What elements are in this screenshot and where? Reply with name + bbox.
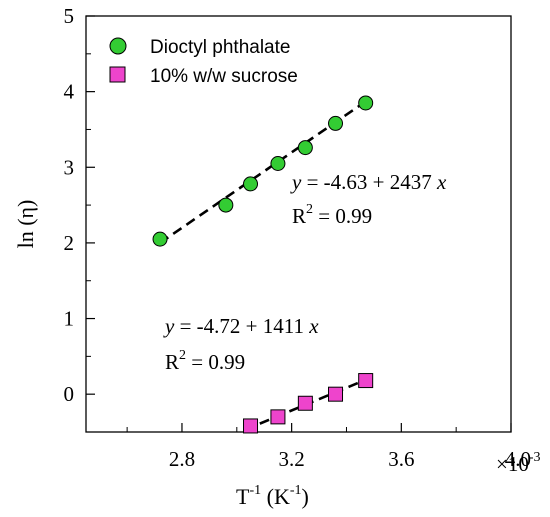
x-axis-title-unit-open: (K [261, 484, 290, 509]
data-markers [152, 95, 374, 434]
y-axis-title: ln (η) [13, 200, 38, 249]
x-axis-title-unit-close: ) [302, 484, 309, 509]
data-point-dioctyl [243, 176, 259, 192]
plot-frame [85, 15, 512, 433]
fit-equation-sucrose-x: x [308, 314, 319, 338]
data-point-sucrose [358, 373, 374, 389]
x-tick-label: 3.6 [388, 447, 414, 471]
fit-equation-dioctyl-body: = -4.63 + 2437 [301, 170, 437, 194]
x-axis-title-base: T [236, 484, 250, 509]
x-axis-multiplier: ×10-3 [496, 450, 541, 476]
legend-label-dioctyl: Dioctyl phthalate [150, 37, 290, 58]
fit-line-dioctyl [159, 100, 367, 244]
data-point-sucrose [297, 395, 313, 411]
fit-r2-sucrose: R2 = 0.99 [165, 348, 245, 374]
legend: Dioctyl phthalate 10% w/w sucrose [109, 37, 298, 87]
axis-ticks: 2.8 3.2 3.6 4.0 0 1 2 3 4 5 [64, 4, 532, 471]
fit-lines [159, 100, 367, 431]
fit-equation-dioctyl-x: x [436, 170, 447, 194]
fit-equation-dioctyl: y = -4.63 + 2437 x [290, 170, 447, 194]
legend-label-sucrose: 10% w/w sucrose [150, 66, 298, 87]
x-axis-title-unit-sup: -1 [290, 483, 302, 498]
data-point-sucrose [270, 409, 286, 425]
data-point-dioctyl [270, 155, 286, 171]
x-axis-title-base-sup: -1 [249, 483, 261, 498]
y-tick-label: 1 [64, 307, 75, 331]
legend-marker-dioctyl [109, 37, 127, 55]
x-tick-label: 4.0 [505, 447, 531, 471]
data-point-sucrose [243, 418, 259, 434]
y-tick-label: 5 [64, 4, 75, 28]
data-point-dioctyl [297, 140, 313, 156]
fit-r2-sucrose-r: R [165, 350, 179, 374]
legend-marker-sucrose [109, 66, 126, 83]
y-tick-label: 2 [64, 231, 75, 255]
fit-r2-dioctyl-sup: 2 [306, 202, 313, 217]
y-tick-label: 0 [64, 382, 75, 406]
data-point-dioctyl [218, 197, 234, 213]
fit-equation-sucrose: y = -4.72 + 1411 x [163, 314, 319, 338]
x-axis-title: T-1 (K-1) [236, 483, 309, 509]
x-axis-multiplier-sup: -3 [529, 450, 541, 465]
x-tick-label: 3.2 [279, 447, 305, 471]
data-point-dioctyl [152, 231, 168, 247]
data-point-dioctyl [358, 95, 374, 111]
fit-equation-dioctyl-y: y [290, 170, 302, 194]
fit-equation-sucrose-body: = -4.72 + 1411 [174, 314, 309, 338]
data-point-sucrose [328, 386, 344, 402]
data-point-dioctyl [328, 115, 344, 131]
fit-r2-dioctyl-r: R [292, 204, 306, 228]
x-tick-label: 2.8 [169, 447, 195, 471]
fit-r2-dioctyl: R2 = 0.99 [292, 202, 372, 228]
x-axis-multiplier-base: ×10 [496, 452, 529, 476]
y-tick-label: 4 [64, 80, 75, 104]
fit-equation-sucrose-y: y [163, 314, 175, 338]
y-tick-label: 3 [64, 155, 75, 179]
fit-r2-sucrose-value: = 0.99 [186, 350, 245, 374]
fit-r2-dioctyl-value: = 0.99 [313, 204, 372, 228]
fit-r2-sucrose-sup: 2 [179, 348, 186, 363]
